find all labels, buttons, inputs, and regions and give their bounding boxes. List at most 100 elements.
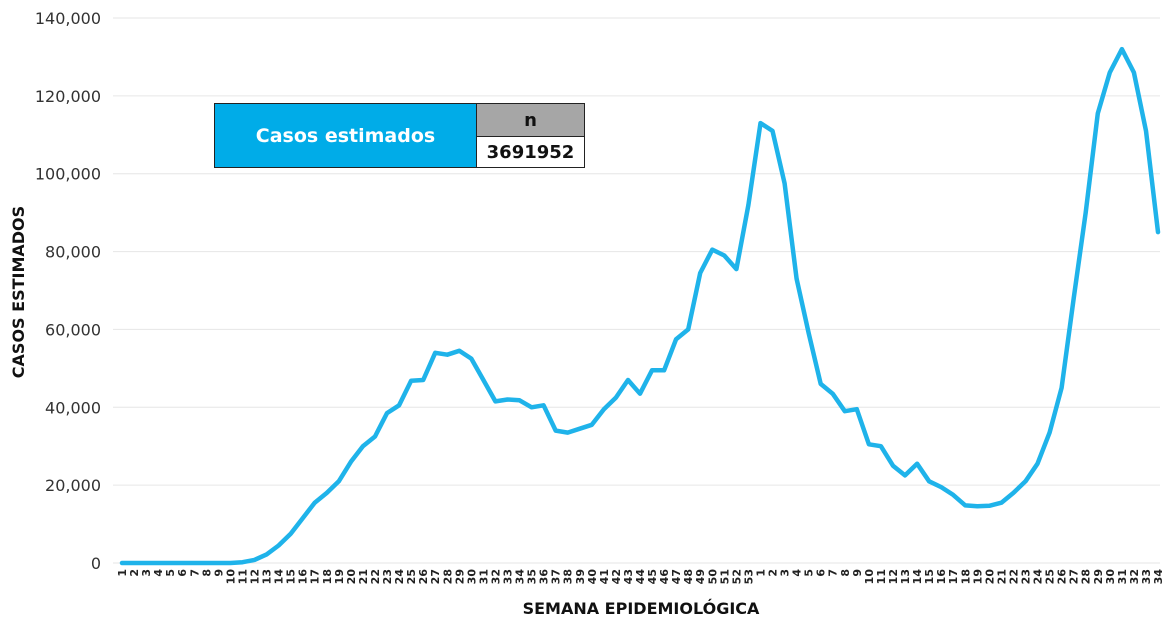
x-tick-label: 2: [128, 569, 141, 577]
x-tick-label: 21: [357, 569, 370, 584]
x-tick-label: 39: [574, 569, 587, 584]
x-tick-label: 12: [887, 569, 900, 584]
x-tick-label: 44: [634, 569, 647, 585]
gridlines: [113, 17, 1160, 564]
x-tick-label: 32: [489, 569, 502, 584]
x-tick-label: 15: [285, 569, 298, 584]
x-tick-label: 21: [995, 569, 1008, 584]
x-tick-label: 42: [610, 569, 623, 584]
x-tick-label: 38: [562, 569, 575, 584]
summary-header-n: n: [477, 104, 584, 137]
x-tick-label: 11: [875, 569, 888, 584]
x-tick-label: 29: [453, 569, 466, 584]
summary-values: n 3691952: [477, 104, 584, 167]
x-tick-label: 15: [923, 569, 936, 584]
y-tick-label: 20,000: [45, 476, 101, 495]
x-tick-label: 24: [393, 569, 406, 585]
x-tick-label: 48: [682, 569, 695, 584]
x-tick-label: 45: [646, 569, 659, 584]
x-tick-label: 30: [1104, 569, 1117, 585]
y-tick-label: 80,000: [45, 243, 101, 262]
x-tick-label: 51: [718, 569, 731, 584]
x-tick-label: 3: [140, 569, 153, 577]
y-tick-label: 60,000: [45, 320, 101, 339]
x-tick-label: 36: [538, 569, 551, 585]
x-tick-label: 27: [429, 569, 442, 584]
x-tick-label: 28: [441, 569, 454, 584]
x-tick-label: 1: [116, 569, 129, 577]
x-tick-label: 4: [791, 569, 804, 577]
x-tick-label: 28: [1080, 569, 1093, 584]
x-tick-label: 23: [381, 569, 394, 584]
x-axis-ticks: 1 2 3 4 5 6 7 8 9 10 11 12 13 14 15 16 17 18 19 20 21 22 23 24 2…: [116, 569, 1165, 585]
x-tick-label: 23: [1019, 569, 1032, 584]
x-tick-label: 9: [851, 569, 864, 577]
x-tick-label: 12: [249, 569, 262, 584]
x-tick-label: 49: [694, 569, 707, 584]
x-tick-label: 5: [803, 569, 816, 577]
x-tick-label: 40: [586, 569, 599, 585]
x-tick-label: 18: [959, 569, 972, 584]
x-tick-label: 7: [188, 569, 201, 577]
x-axis-title: SEMANA EPIDEMIOLÓGICA: [523, 599, 760, 618]
summary-table: Casos estimados n 3691952: [214, 103, 585, 168]
x-tick-label: 43: [622, 569, 635, 584]
x-tick-label: 8: [839, 569, 852, 577]
x-tick-label: 16: [297, 569, 310, 585]
x-tick-label: 9: [212, 569, 225, 577]
x-tick-label: 4: [152, 569, 165, 577]
x-tick-label: 37: [550, 569, 563, 584]
x-tick-label: 25: [1044, 569, 1057, 584]
x-tick-label: 6: [815, 569, 828, 577]
x-tick-label: 7: [827, 569, 840, 577]
x-tick-label: 17: [309, 569, 322, 584]
y-tick-label: 0: [91, 554, 101, 573]
summary-total-value: 3691952: [477, 137, 584, 167]
x-tick-label: 24: [1032, 569, 1045, 585]
x-tick-label: 20: [345, 569, 358, 585]
y-tick-label: 40,000: [45, 398, 101, 417]
x-tick-label: 11: [236, 569, 249, 584]
series-line-casos-estimados: [119, 46, 1161, 566]
x-tick-label: 52: [730, 569, 743, 584]
x-tick-label: 46: [658, 569, 671, 585]
x-tick-label: 31: [1116, 569, 1129, 584]
x-tick-label: 13: [261, 569, 274, 584]
y-tick-label: 140,000: [35, 9, 101, 28]
x-tick-label: 31: [477, 569, 490, 584]
x-tick-label: 10: [224, 569, 237, 585]
x-tick-label: 2: [767, 569, 780, 577]
x-tick-label: 33: [1140, 569, 1153, 584]
x-tick-label: 8: [200, 569, 213, 577]
x-tick-label: 34: [514, 569, 527, 585]
x-tick-label: 53: [742, 569, 755, 584]
x-tick-label: 14: [273, 569, 286, 585]
x-tick-label: 20: [983, 569, 996, 585]
x-tick-label: 10: [863, 569, 876, 585]
x-tick-label: 47: [670, 569, 683, 584]
x-tick-label: 35: [526, 569, 539, 584]
y-tick-label: 120,000: [35, 87, 101, 106]
y-axis-title: CASOS ESTIMADOS: [9, 206, 28, 378]
x-tick-label: 26: [417, 569, 430, 585]
x-tick-label: 50: [706, 569, 719, 585]
y-axis-ticks: 0 20,000 40,000 60,000 80,000 100,000 120,000 1…: [35, 9, 101, 573]
y-tick-label: 100,000: [35, 165, 101, 184]
x-tick-label: 5: [164, 569, 177, 577]
x-tick-label: 27: [1068, 569, 1081, 584]
x-tick-label: 3: [779, 569, 792, 577]
x-tick-label: 18: [321, 569, 334, 584]
x-tick-label: 22: [1007, 569, 1020, 584]
x-tick-label: 25: [405, 569, 418, 584]
x-tick-label: 19: [333, 569, 346, 584]
summary-label: Casos estimados: [215, 104, 477, 167]
x-tick-label: 33: [501, 569, 514, 584]
x-tick-label: 26: [1056, 569, 1069, 585]
x-tick-label: 34: [1152, 569, 1165, 585]
x-tick-label: 16: [935, 569, 948, 585]
x-tick-label: 17: [947, 569, 960, 584]
x-tick-label: 19: [971, 569, 984, 584]
x-tick-label: 29: [1092, 569, 1105, 584]
x-tick-label: 30: [465, 569, 478, 585]
